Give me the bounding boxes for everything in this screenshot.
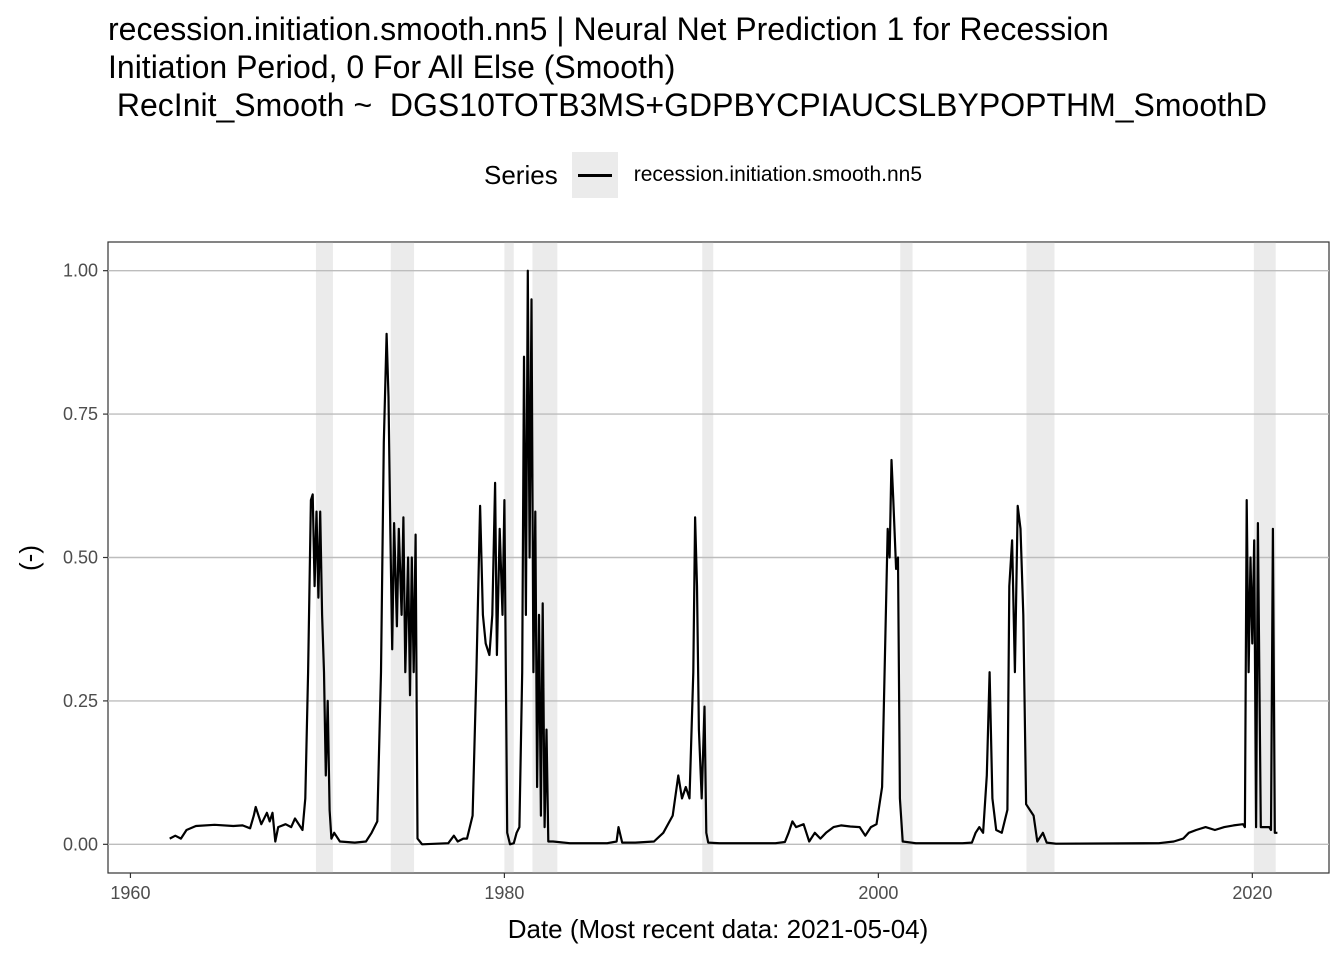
legend-key <box>571 152 618 198</box>
x-tick-label-0: 1960 <box>110 883 150 903</box>
legend: Series recession.initiation.smooth.nn5 <box>484 152 922 198</box>
y-axis: 0.00 0.25 0.50 0.75 1.00 <box>63 261 108 854</box>
x-tick-label-3: 2020 <box>1232 883 1272 903</box>
x-axis-title: Date (Most recent data: 2021-05-04) <box>508 914 929 944</box>
x-axis: 1960 1980 2000 2020 <box>110 873 1272 903</box>
y-axis-title: (-) <box>14 545 44 571</box>
x-tick-label-2: 2000 <box>858 883 898 903</box>
chart-title-line-2: Initiation Period, 0 For All Else (Smoot… <box>108 49 676 85</box>
x-tick-label-1: 1980 <box>484 883 524 903</box>
y-tick-label-2: 0.50 <box>63 548 98 568</box>
chart-title-line-1: recession.initiation.smooth.nn5 | Neural… <box>108 11 1109 47</box>
y-tick-label-1: 0.25 <box>63 691 98 711</box>
legend-label: recession.initiation.smooth.nn5 <box>633 163 923 186</box>
series-layer <box>169 269 1278 846</box>
chart-title: recession.initiation.smooth.nn5 | Neural… <box>108 10 1344 124</box>
y-tick-label-3: 0.75 <box>63 404 98 424</box>
legend-swatch <box>577 174 612 177</box>
series-line-0 <box>169 269 1278 846</box>
legend-title: Series <box>484 159 558 190</box>
y-tick-label-0: 0.00 <box>63 834 98 854</box>
chart-title-line-3: RecInit_Smooth ~ DGS10TOTB3MS+GDPBYCPIAU… <box>108 87 1267 123</box>
y-tick-label-4: 1.00 <box>63 261 98 281</box>
